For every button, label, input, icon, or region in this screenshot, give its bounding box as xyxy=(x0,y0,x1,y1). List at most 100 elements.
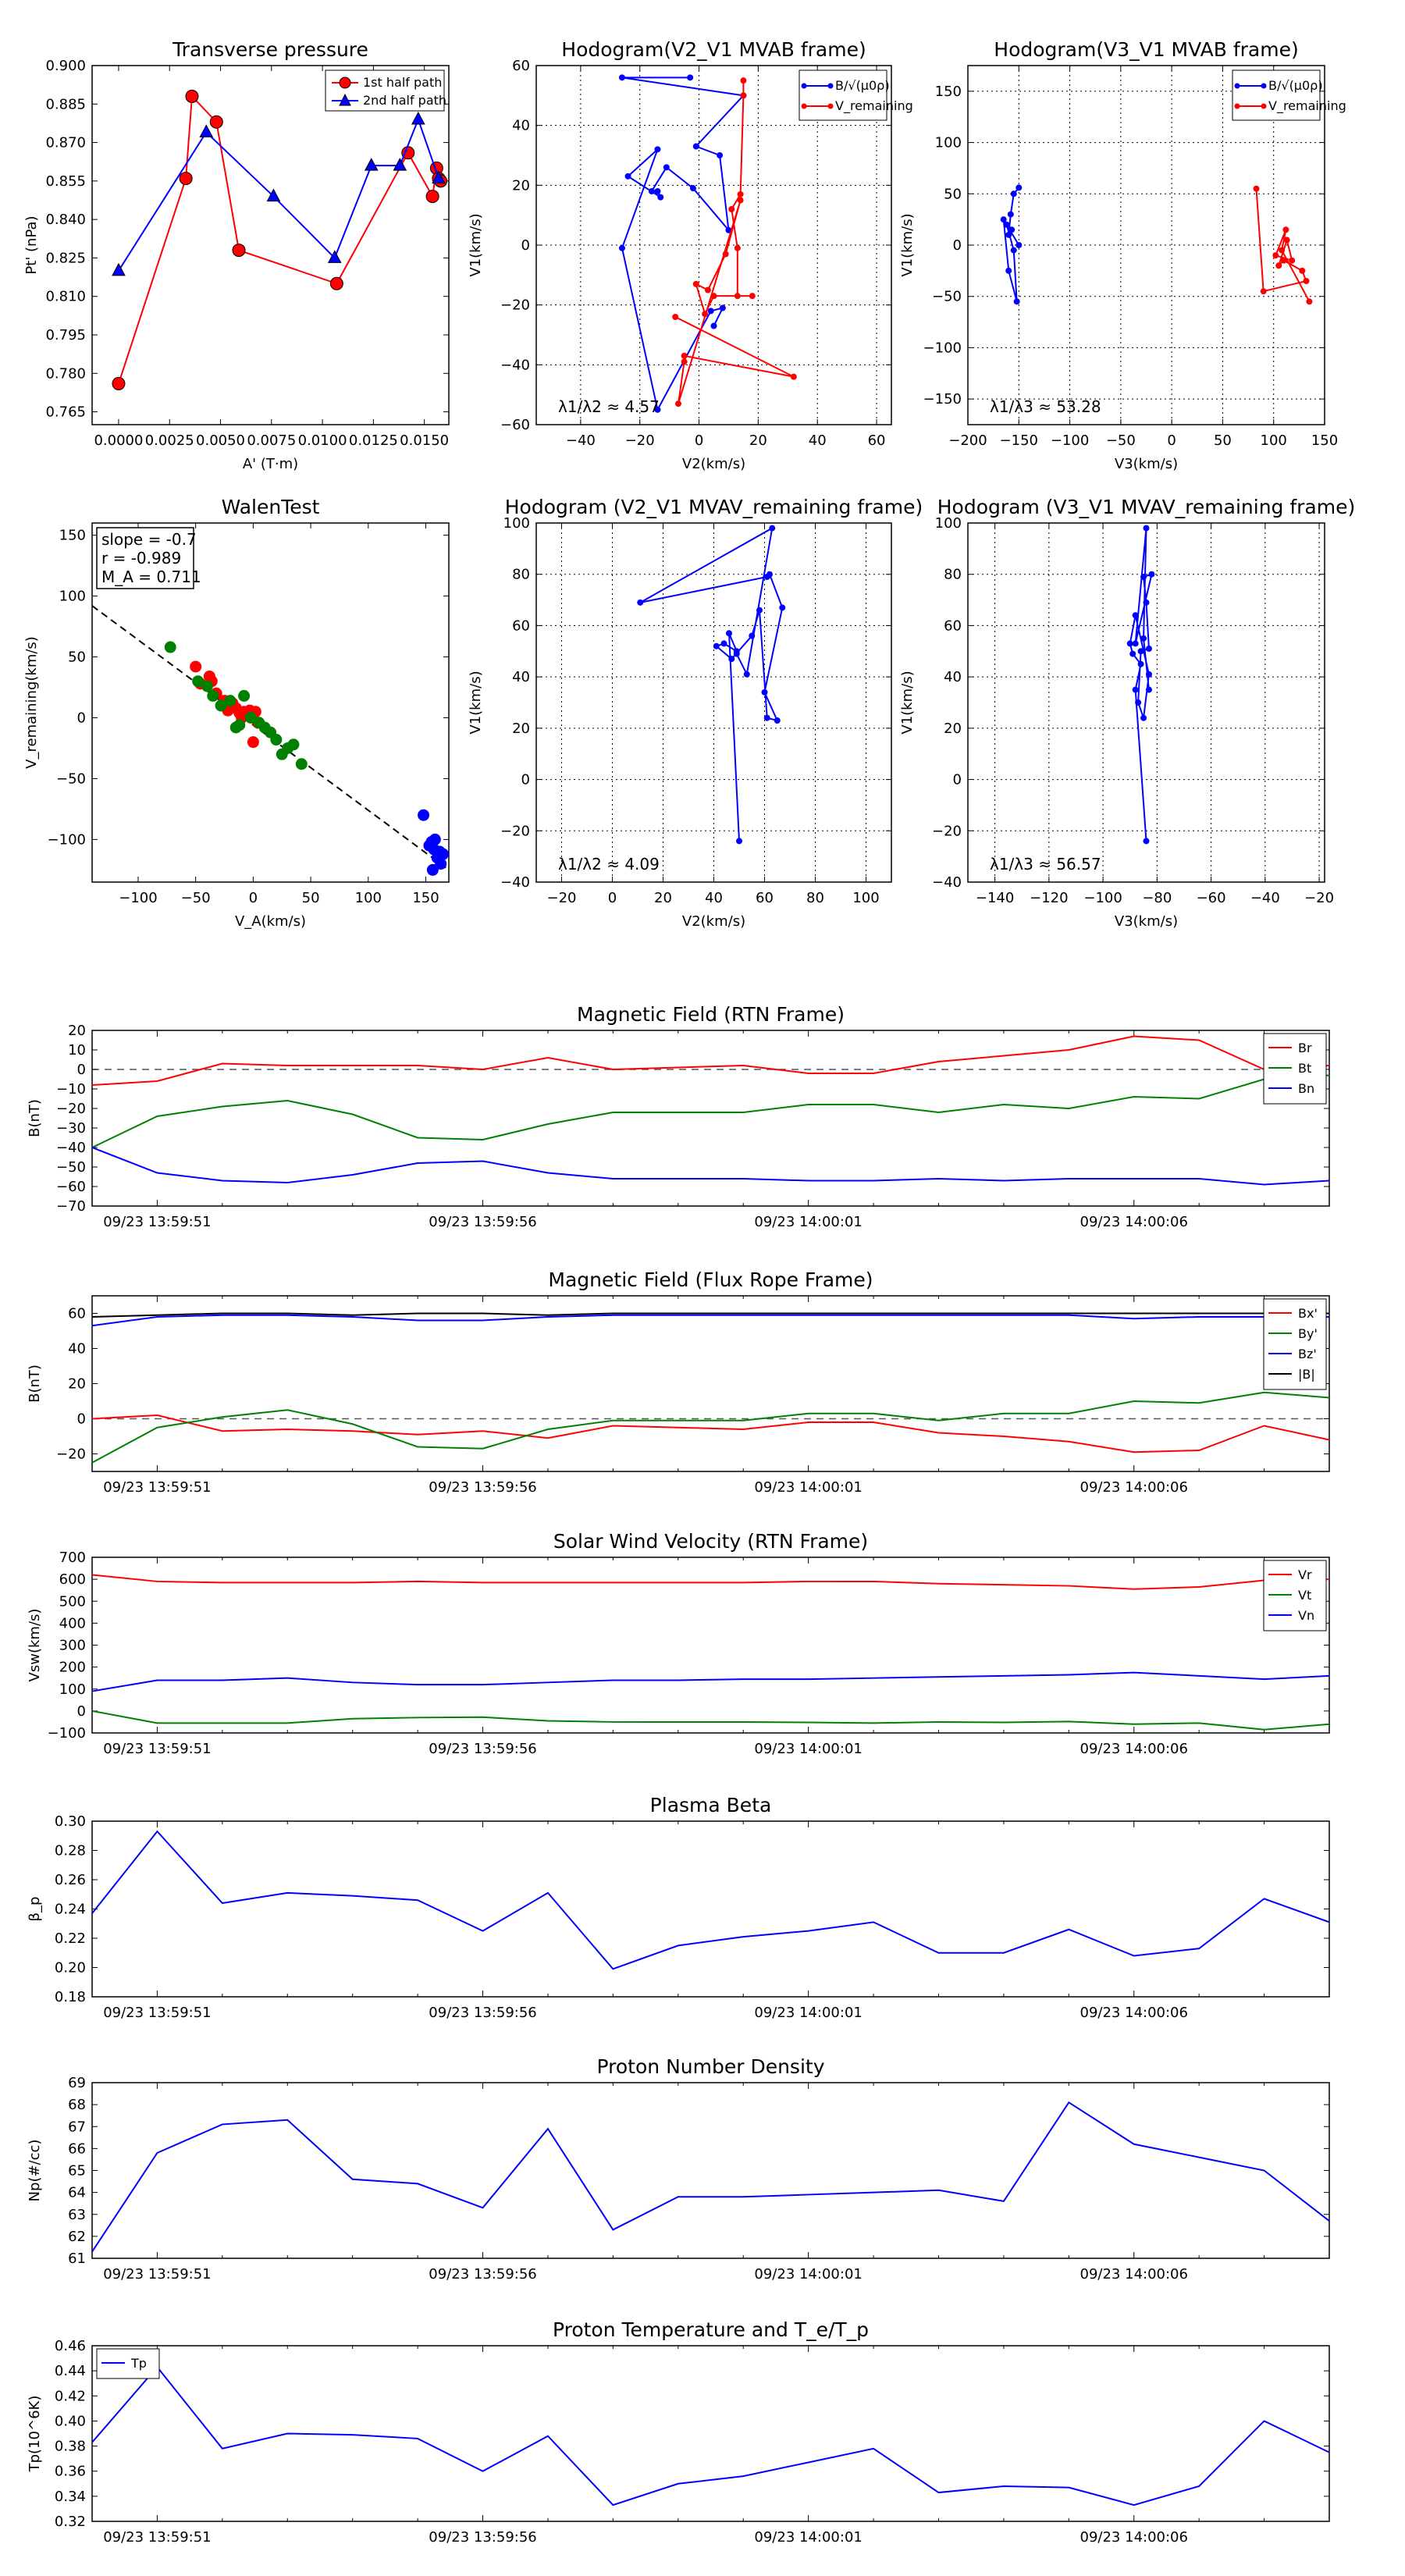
y-tick-label: 0 xyxy=(77,1411,86,1428)
data-point xyxy=(209,115,223,129)
y-tick-label: 0.44 xyxy=(55,2363,86,2379)
chart-title: Magnetic Field (Flux Rope Frame) xyxy=(548,1268,873,1291)
x-tick-label: 09/23 14:00:06 xyxy=(1080,1479,1188,1496)
legend-marker xyxy=(1234,83,1240,89)
chart-title: Hodogram(V2_V1 MVAB frame) xyxy=(561,38,866,61)
data-point xyxy=(648,188,655,194)
data-point xyxy=(232,244,246,258)
plot-frame xyxy=(91,1030,1330,1207)
y-tick-label: −100 xyxy=(48,1725,86,1742)
data-point xyxy=(1137,648,1144,655)
data-point xyxy=(692,280,699,287)
x-tick-label: 40 xyxy=(809,432,827,449)
data-point xyxy=(1143,599,1150,606)
data-point xyxy=(1016,184,1023,191)
series-line-bz xyxy=(91,1314,1329,1327)
y-tick-label: −20 xyxy=(500,823,530,839)
y-tick-label: 62 xyxy=(68,2229,86,2245)
data-point xyxy=(763,574,770,580)
y-tick-label: 0.28 xyxy=(55,1843,86,1859)
x-tick-label: 09/23 14:00:06 xyxy=(1080,2005,1188,2021)
eigenvalue-ratio: λ1/λ2 ≈ 4.57 xyxy=(558,397,660,416)
legend-label: Vt xyxy=(1298,1588,1311,1603)
legend-label: Vr xyxy=(1298,1567,1312,1582)
data-point xyxy=(238,689,251,702)
data-point xyxy=(1306,298,1313,305)
y-tick-label: 0 xyxy=(953,772,962,788)
x-tick-label: −100 xyxy=(1083,890,1122,906)
chart-h2: −200 −150 −100 −50 0 50 100 150 −150 −100 −50 0 50 10… xyxy=(899,38,1346,472)
y-tick-label: −20 xyxy=(932,823,962,839)
chart-h3: −20 0 20 40 60 80 100−40−20020406080100Hodogra… xyxy=(468,496,923,930)
data-point xyxy=(270,734,283,746)
y-tick-label: −60 xyxy=(500,417,530,433)
series-line-vr xyxy=(91,1574,1330,1590)
data-point xyxy=(722,251,729,258)
data-point xyxy=(215,699,227,712)
y-tick-label: 0.825 xyxy=(45,250,86,266)
x-tick-label: 60 xyxy=(756,890,774,906)
data-point xyxy=(185,89,199,103)
x-tick-label: −40 xyxy=(1250,890,1280,906)
x-tick-label: −80 xyxy=(1142,890,1172,906)
y-tick-label: 0.32 xyxy=(55,2514,86,2530)
data-point xyxy=(654,188,661,194)
x-tick-label: 09/23 13:59:51 xyxy=(103,1741,211,1757)
data-point xyxy=(675,400,681,407)
y-tick-label: 64 xyxy=(68,2185,86,2201)
data-point xyxy=(1299,267,1306,274)
data-point xyxy=(192,675,205,688)
x-tick-label: 09/23 13:59:51 xyxy=(103,2266,211,2282)
data-point xyxy=(1283,237,1290,244)
legend-label: V_remaining xyxy=(1268,98,1346,114)
data-point xyxy=(728,656,735,663)
plot-frame xyxy=(91,1820,1330,1998)
chart-title: Plasma Beta xyxy=(650,1794,772,1816)
y-tick-label: 40 xyxy=(512,669,530,685)
y-tick-label: 0.885 xyxy=(45,96,86,112)
x-tick-label: 0.0125 xyxy=(349,432,398,449)
plot-frame xyxy=(91,1557,1330,1734)
data-point xyxy=(637,599,644,606)
legend-label: Bz' xyxy=(1298,1347,1317,1361)
y-tick-label: 0 xyxy=(77,1062,86,1078)
data-point xyxy=(734,244,741,251)
data-point xyxy=(164,641,176,653)
data-point xyxy=(743,671,750,678)
legend: 1st half path 2nd half path xyxy=(325,69,446,112)
data-point xyxy=(1126,640,1133,647)
data-point xyxy=(707,308,714,315)
y-tick-label: 60 xyxy=(512,617,530,634)
data-point xyxy=(740,92,747,99)
data-point xyxy=(702,311,709,318)
legend-marker xyxy=(827,103,834,109)
x-tick-label: 0.0000 xyxy=(94,432,143,449)
y-tick-label: −50 xyxy=(932,289,962,305)
chart-title: Hodogram (V2_V1 MVAV_remaining frame) xyxy=(505,496,923,518)
legend: B/√(μ0ρ) V_remaining xyxy=(799,69,913,121)
x-tick-label: 80 xyxy=(806,890,824,906)
x-axis-label: V_A(km/s) xyxy=(235,913,306,930)
x-tick-label: 09/23 13:59:51 xyxy=(103,2529,211,2546)
x-tick-label: 09/23 14:00:01 xyxy=(754,1214,862,1230)
y-tick-label: −10 xyxy=(56,1081,86,1098)
y-axis-label: B(nT) xyxy=(27,1099,43,1137)
chart-tp: 09/23 13:59:51 09/23 13:59:56 09/23 14:00:… xyxy=(27,2318,1330,2546)
legend: Bx' By' Bz' |B| xyxy=(1263,1298,1327,1390)
y-tick-label: 0.42 xyxy=(55,2388,86,2404)
data-point xyxy=(295,758,308,770)
eigenvalue-ratio: λ1/λ3 ≈ 53.28 xyxy=(990,397,1101,416)
data-point xyxy=(734,293,741,300)
y-tick-label: −30 xyxy=(56,1120,86,1137)
data-point xyxy=(654,406,661,413)
data-point xyxy=(1135,699,1142,706)
legend-marker xyxy=(1261,103,1267,109)
x-tick-label: 09/23 14:00:06 xyxy=(1080,2266,1188,2282)
plot-area xyxy=(618,74,797,413)
y-axis-label: β_p xyxy=(27,1897,43,1922)
data-point xyxy=(720,640,727,647)
y-axis-label: V1(km/s) xyxy=(899,671,916,734)
y-tick-label: 0.24 xyxy=(55,1902,86,1918)
data-point xyxy=(1148,571,1155,578)
data-point xyxy=(713,642,720,649)
